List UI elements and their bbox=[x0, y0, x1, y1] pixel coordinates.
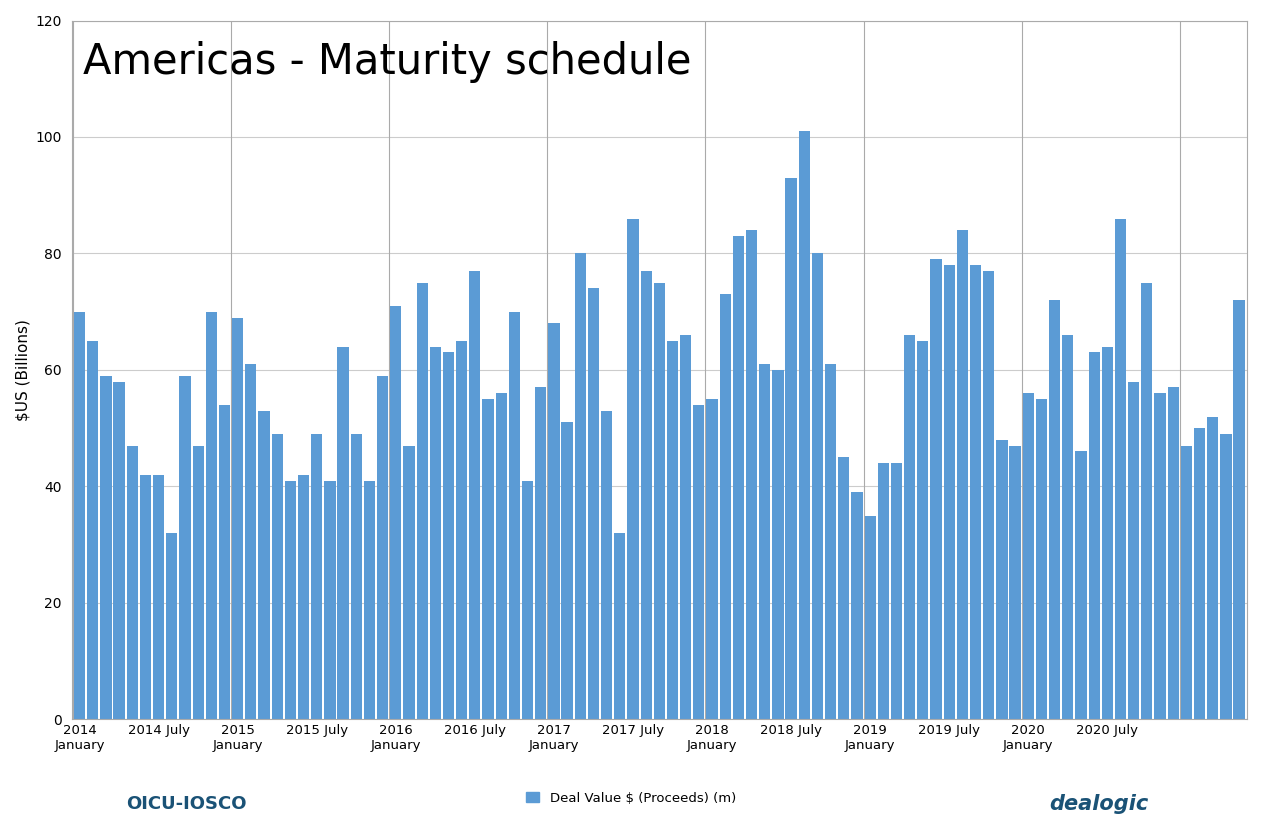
Bar bbox=[574, 253, 586, 719]
Bar bbox=[746, 230, 757, 719]
Text: dealogic: dealogic bbox=[1049, 794, 1148, 814]
Bar bbox=[1063, 335, 1074, 719]
Bar bbox=[811, 253, 823, 719]
Bar bbox=[509, 312, 520, 719]
Bar bbox=[680, 335, 692, 719]
Bar bbox=[1075, 451, 1087, 719]
Bar bbox=[1036, 399, 1047, 719]
Bar bbox=[469, 271, 481, 719]
Bar bbox=[891, 463, 902, 719]
Bar bbox=[482, 399, 493, 719]
Bar bbox=[1089, 352, 1099, 719]
Bar bbox=[1220, 434, 1232, 719]
Bar bbox=[259, 411, 270, 719]
Bar bbox=[1181, 446, 1193, 719]
Bar bbox=[324, 481, 336, 719]
Bar bbox=[496, 394, 507, 719]
Bar bbox=[1128, 382, 1140, 719]
Bar bbox=[87, 341, 98, 719]
Bar bbox=[363, 481, 375, 719]
Bar bbox=[206, 312, 217, 719]
Bar bbox=[285, 481, 297, 719]
Bar bbox=[430, 346, 440, 719]
Bar bbox=[654, 283, 665, 719]
Bar bbox=[904, 335, 915, 719]
Bar bbox=[825, 364, 837, 719]
Bar bbox=[1022, 394, 1034, 719]
Bar bbox=[944, 265, 955, 719]
Bar bbox=[232, 318, 244, 719]
Bar bbox=[666, 341, 678, 719]
Bar bbox=[218, 405, 230, 719]
Bar bbox=[245, 364, 256, 719]
Bar bbox=[404, 446, 415, 719]
Bar bbox=[416, 283, 428, 719]
Bar bbox=[852, 493, 862, 719]
Bar bbox=[1010, 446, 1021, 719]
Text: Americas - Maturity schedule: Americas - Maturity schedule bbox=[83, 41, 692, 83]
Bar bbox=[615, 533, 626, 719]
Bar bbox=[917, 341, 929, 719]
Bar bbox=[601, 411, 612, 719]
Bar bbox=[390, 306, 401, 719]
Bar bbox=[74, 312, 85, 719]
Bar bbox=[733, 236, 745, 719]
Bar bbox=[838, 457, 849, 719]
Bar bbox=[1194, 428, 1205, 719]
Bar bbox=[562, 422, 573, 719]
Bar bbox=[167, 533, 178, 719]
Bar bbox=[1102, 346, 1113, 719]
Bar bbox=[1208, 417, 1218, 719]
Bar bbox=[957, 230, 968, 719]
Bar bbox=[588, 289, 599, 719]
Bar bbox=[707, 399, 718, 719]
Legend: Deal Value $ (Proceeds) (m): Deal Value $ (Proceeds) (m) bbox=[521, 786, 741, 810]
Bar bbox=[100, 375, 111, 719]
Bar bbox=[312, 434, 322, 719]
Bar bbox=[983, 271, 994, 719]
Bar bbox=[535, 388, 546, 719]
Bar bbox=[1049, 300, 1060, 719]
Bar bbox=[627, 219, 639, 719]
Bar bbox=[1233, 300, 1244, 719]
Bar bbox=[337, 346, 348, 719]
Bar bbox=[970, 265, 981, 719]
Bar bbox=[179, 375, 191, 719]
Bar bbox=[193, 446, 203, 719]
Bar bbox=[522, 481, 533, 719]
Bar bbox=[760, 364, 770, 719]
Bar bbox=[114, 382, 125, 719]
Bar bbox=[548, 323, 559, 719]
Bar bbox=[785, 177, 796, 719]
Bar bbox=[1141, 283, 1152, 719]
Bar bbox=[878, 463, 888, 719]
Bar bbox=[456, 341, 467, 719]
Bar bbox=[140, 474, 151, 719]
Bar bbox=[153, 474, 164, 719]
Bar bbox=[443, 352, 454, 719]
Bar bbox=[298, 474, 309, 719]
Bar bbox=[930, 259, 941, 719]
Bar bbox=[271, 434, 283, 719]
Bar bbox=[864, 516, 876, 719]
Bar bbox=[693, 405, 704, 719]
Bar bbox=[1155, 394, 1166, 719]
Bar bbox=[351, 434, 362, 719]
Bar bbox=[641, 271, 651, 719]
Bar bbox=[799, 131, 810, 719]
Bar bbox=[772, 370, 784, 719]
Text: OICU-IOSCO: OICU-IOSCO bbox=[126, 795, 246, 813]
Y-axis label: $US (Billions): $US (Billions) bbox=[15, 319, 30, 421]
Bar bbox=[377, 375, 389, 719]
Bar bbox=[1167, 388, 1179, 719]
Bar bbox=[126, 446, 138, 719]
Bar bbox=[1114, 219, 1126, 719]
Bar bbox=[996, 440, 1007, 719]
Bar bbox=[719, 295, 731, 719]
